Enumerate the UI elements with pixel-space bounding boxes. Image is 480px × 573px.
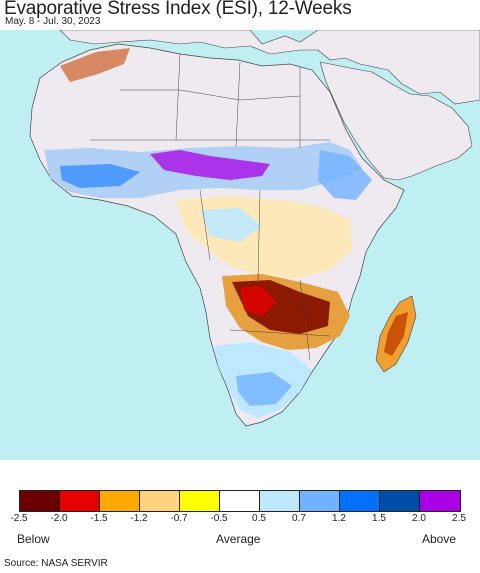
legend-tick: 2.0 bbox=[412, 513, 426, 524]
legend: -2.5 -2.0 -1.5 -1.2 -0.7 -0.5 0.5 0.7 1.… bbox=[0, 460, 480, 555]
legend-below-label: Below bbox=[17, 532, 50, 546]
morocco-strip bbox=[60, 48, 130, 82]
legend-swatch bbox=[420, 491, 460, 511]
legend-swatch bbox=[340, 491, 380, 511]
map-header: Evaporative Stress Index (ESI), 12-Weeks… bbox=[0, 0, 480, 30]
legend-average-label: Average bbox=[216, 532, 261, 546]
footer: Source: NASA SERVIR bbox=[0, 555, 480, 573]
legend-tick: 1.5 bbox=[372, 513, 386, 524]
legend-swatch bbox=[60, 491, 100, 511]
legend-swatch bbox=[260, 491, 300, 511]
south-africa-blue bbox=[236, 372, 292, 406]
legend-tick: -0.7 bbox=[170, 513, 188, 524]
legend-tick: 0.7 bbox=[292, 513, 306, 524]
legend-swatch bbox=[300, 491, 340, 511]
arabia-landmass bbox=[319, 61, 473, 181]
wet-purple-patch bbox=[150, 150, 270, 180]
legend-tick: -2.5 bbox=[10, 513, 28, 524]
legend-swatch bbox=[380, 491, 420, 511]
country-borders bbox=[90, 53, 331, 361]
colorbar bbox=[19, 490, 461, 512]
date-range: May. 8 - Jul. 30, 2023 bbox=[5, 16, 101, 27]
legend-tick: -1.2 bbox=[130, 513, 148, 524]
source-credit: Source: NASA SERVIR bbox=[4, 558, 108, 569]
ethiopia-patch bbox=[318, 150, 372, 200]
legend-swatch bbox=[100, 491, 140, 511]
legend-swatch bbox=[220, 491, 260, 511]
legend-tick: 1.2 bbox=[332, 513, 346, 524]
central-blue-patch bbox=[200, 208, 262, 242]
europe-landmass bbox=[59, 30, 480, 105]
legend-above-label: Above bbox=[422, 532, 457, 546]
legend-swatch bbox=[140, 491, 180, 511]
legend-swatch bbox=[180, 491, 220, 511]
legend-tick: 2.5 bbox=[452, 513, 466, 524]
legend-tick: 0.5 bbox=[252, 513, 266, 524]
madagascar-core bbox=[384, 312, 408, 356]
legend-tick: -2.0 bbox=[50, 513, 68, 524]
legend-tick: -0.5 bbox=[210, 513, 228, 524]
southern-red-patch bbox=[240, 286, 276, 316]
esi-map bbox=[0, 30, 480, 460]
legend-swatch bbox=[20, 491, 60, 511]
legend-tick: -1.5 bbox=[90, 513, 108, 524]
wet-blue-patch bbox=[60, 164, 140, 188]
map-title: Evaporative Stress Index (ESI), 12-Weeks bbox=[4, 0, 352, 19]
legend-ticks: -2.5 -2.0 -1.5 -1.2 -0.7 -0.5 0.5 0.7 1.… bbox=[0, 513, 480, 527]
